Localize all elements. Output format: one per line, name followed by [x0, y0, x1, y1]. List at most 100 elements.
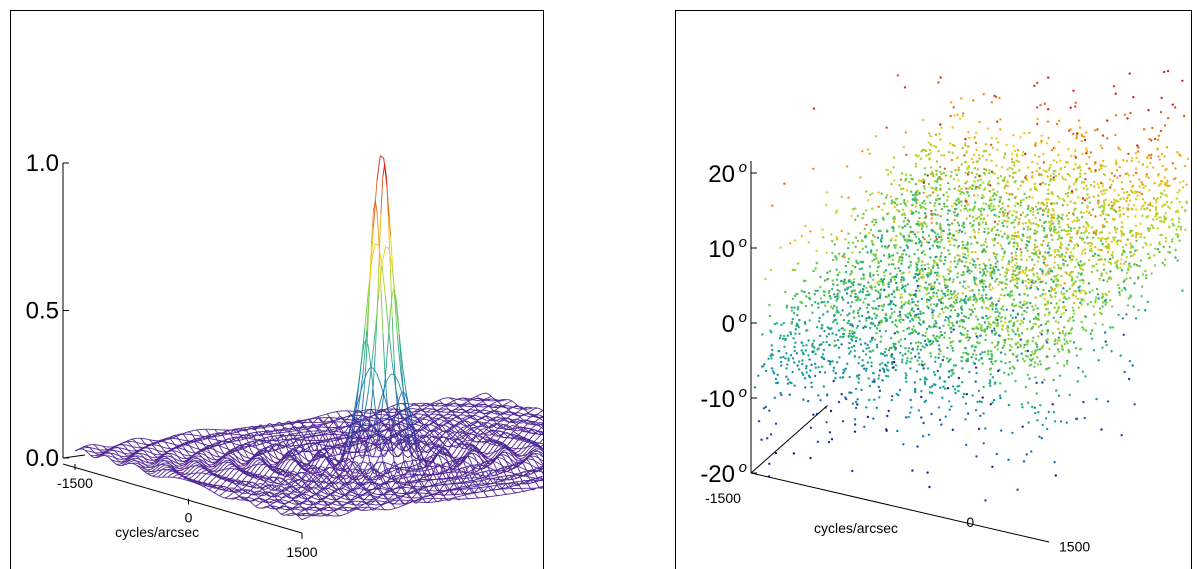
- surface-segment: [238, 460, 241, 464]
- surface-segment: [387, 441, 391, 445]
- surface-segment: [140, 459, 144, 463]
- surface-segment: [447, 485, 450, 490]
- surface-segment: [383, 495, 387, 499]
- surface-segment: [493, 420, 497, 424]
- surface-segment: [399, 392, 402, 398]
- surface-segment: [106, 455, 110, 459]
- surface-segment: [125, 454, 128, 457]
- surface-segment: [353, 420, 356, 423]
- surface-segment: [497, 486, 501, 490]
- surface-segment: [486, 411, 489, 414]
- surface-segment: [326, 413, 330, 417]
- surface-segment: [394, 415, 397, 418]
- surface-segment: [348, 463, 352, 467]
- surface-segment: [426, 420, 429, 424]
- surface-segment: [285, 420, 289, 424]
- surface-segment: [129, 451, 132, 454]
- surface-segment: [402, 430, 405, 435]
- surface-segment: [326, 472, 329, 476]
- surface-segment: [260, 435, 263, 437]
- surface-segment: [502, 455, 506, 460]
- surface-segment: [211, 455, 215, 459]
- surface-segment: [403, 458, 406, 469]
- surface-segment: [387, 420, 390, 424]
- surface-segment: [250, 501, 254, 505]
- surface-segment: [379, 491, 383, 495]
- surface-segment: [207, 449, 211, 454]
- surface-segment: [440, 460, 444, 467]
- surface-segment: [391, 494, 394, 498]
- surface-segment: [389, 266, 393, 318]
- surface-segment: [443, 427, 447, 432]
- surface-segment: [488, 486, 491, 491]
- surface-segment: [458, 436, 462, 439]
- surface-segment: [171, 441, 175, 445]
- surface-segment: [496, 457, 500, 461]
- surface-segment: [499, 485, 503, 489]
- surface-segment: [259, 492, 263, 495]
- surface-segment: [282, 441, 286, 445]
- surface-segment: [516, 420, 519, 423]
- surface-segment: [417, 433, 420, 437]
- surface-segment: [266, 458, 269, 463]
- surface-segment: [228, 430, 231, 434]
- surface-segment: [149, 457, 153, 460]
- surface-segment: [267, 493, 270, 496]
- surface-segment: [231, 479, 234, 482]
- surface-segment: [125, 447, 128, 450]
- surface-segment: [384, 453, 387, 458]
- surface-segment: [478, 453, 481, 458]
- surface-segment: [295, 491, 298, 494]
- surface-segment: [454, 427, 458, 431]
- surface-segment: [422, 498, 426, 502]
- surface-segment: [328, 424, 332, 428]
- surface-segment: [282, 489, 285, 492]
- surface-segment: [389, 295, 393, 314]
- surface-segment: [465, 489, 469, 493]
- surface-segment: [491, 408, 495, 412]
- surface-segment: [454, 491, 458, 495]
- surface-segment: [447, 429, 450, 432]
- surface-segment: [332, 431, 336, 435]
- surface-segment: [339, 447, 342, 454]
- surface-segment: [293, 478, 296, 482]
- surface-segment: [475, 488, 478, 492]
- surface-segment: [320, 510, 323, 514]
- surface-segment: [460, 490, 463, 494]
- surface-segment: [316, 443, 320, 449]
- surface-segment: [295, 479, 298, 481]
- surface-segment: [215, 451, 218, 455]
- surface-segment: [414, 409, 418, 412]
- surface-segment: [265, 481, 268, 485]
- surface-segment: [368, 451, 372, 457]
- surface-segment: [471, 410, 474, 413]
- surface-segment: [238, 465, 241, 469]
- surface-segment: [304, 495, 308, 499]
- surface-segment: [280, 433, 284, 436]
- surface-segment: [481, 421, 484, 424]
- surface-segment: [195, 460, 198, 463]
- surface-segment: [368, 421, 371, 425]
- surface-segment: [463, 423, 467, 426]
- surface-segment: [153, 454, 157, 457]
- surface-segment: [412, 463, 416, 470]
- surface-segment: [480, 487, 484, 491]
- surface-segment: [434, 431, 437, 434]
- surface-segment: [339, 473, 343, 476]
- surface-segment: [467, 478, 470, 482]
- surface-segment: [338, 488, 341, 493]
- surface-segment: [364, 430, 368, 433]
- surface-segment: [219, 469, 222, 471]
- surface-segment: [219, 462, 222, 465]
- surface-segment: [498, 460, 502, 465]
- surface-segment: [263, 490, 266, 493]
- surface-segment: [382, 333, 386, 371]
- surface-segment: [139, 466, 142, 470]
- surface-segment: [463, 461, 466, 467]
- surface-segment: [369, 357, 373, 375]
- surface-segment: [358, 472, 361, 475]
- surface-segment: [185, 467, 189, 469]
- surface-segment: [370, 384, 374, 406]
- surface-segment: [274, 496, 278, 500]
- surface-segment: [264, 506, 267, 508]
